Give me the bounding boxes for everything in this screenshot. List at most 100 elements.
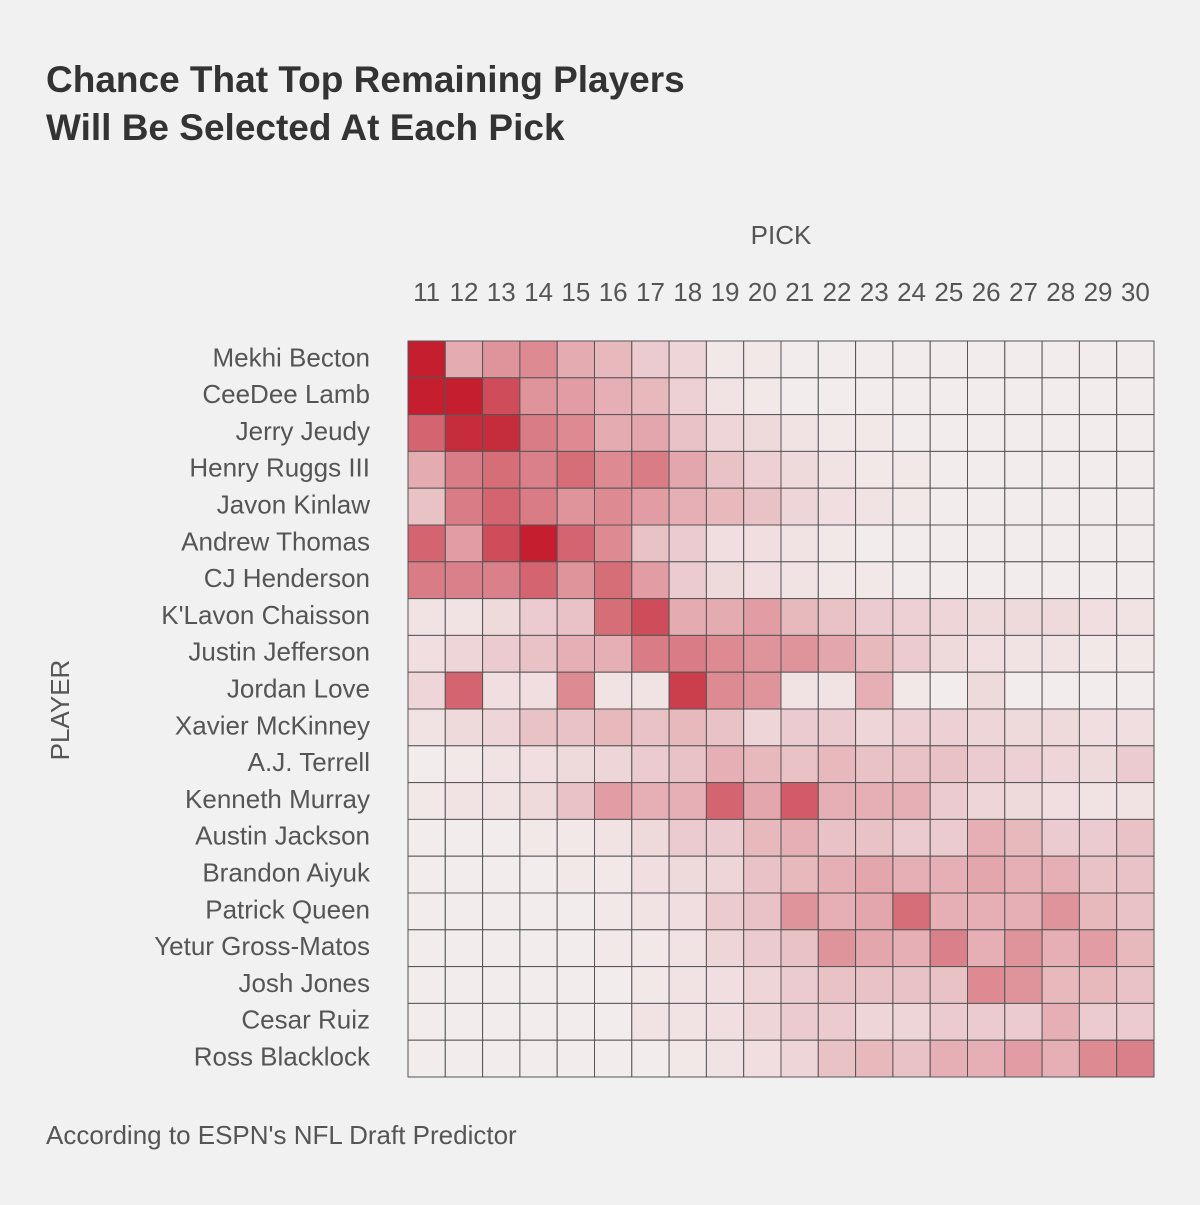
heatmap-cell <box>780 966 819 1004</box>
x-tick-label: 20 <box>748 277 777 307</box>
heatmap-cell <box>668 377 707 416</box>
heatmap-cell <box>967 1039 1006 1078</box>
heatmap-cell <box>967 1002 1006 1041</box>
heatmap-cell <box>556 892 596 931</box>
x-tick-label: 26 <box>972 277 1001 307</box>
heatmap-cell <box>556 598 596 636</box>
heatmap-cell <box>1116 561 1155 600</box>
heatmap-cell <box>556 929 596 968</box>
heatmap-cell <box>967 524 1006 563</box>
heatmap-cell <box>1116 1039 1155 1078</box>
heatmap-cell <box>1041 782 1080 820</box>
heatmap-cell <box>855 855 894 894</box>
heatmap-cell <box>705 487 745 526</box>
heatmap-cell <box>855 487 894 526</box>
heatmap-cell <box>1078 598 1118 636</box>
heatmap-cell <box>1116 892 1155 931</box>
heatmap-cell <box>892 524 931 563</box>
heatmap-cell <box>817 487 857 526</box>
heatmap-cell <box>668 708 707 747</box>
heatmap-cell <box>1004 340 1043 379</box>
heatmap-cell <box>817 892 857 931</box>
heatmap-cell <box>780 745 819 784</box>
heatmap-cell <box>556 708 596 747</box>
heatmap-cell <box>743 745 782 784</box>
y-tick-label: CeeDee Lamb <box>202 379 370 409</box>
y-tick-label: K'Lavon Chaisson <box>161 600 370 630</box>
y-tick-label: Ross Blacklock <box>194 1041 371 1071</box>
heatmap-cell <box>855 671 894 710</box>
heatmap-cell <box>743 1002 782 1041</box>
heatmap-cell <box>407 1002 446 1041</box>
heatmap-cell <box>817 929 857 968</box>
heatmap-cell <box>1078 377 1118 416</box>
heatmap-cell <box>519 524 558 563</box>
y-tick-label: Jordan Love <box>227 673 370 703</box>
heatmap-cell <box>817 377 857 416</box>
heatmap-cell <box>855 561 894 600</box>
heatmap-cell <box>817 1039 857 1078</box>
heatmap-cell <box>556 450 596 489</box>
heatmap-cell <box>519 892 558 931</box>
heatmap-cell <box>482 855 521 894</box>
heatmap-cell <box>444 414 484 452</box>
heatmap-cell <box>519 855 558 894</box>
heatmap-cell <box>407 634 446 673</box>
heatmap-cell <box>1041 561 1080 600</box>
heatmap-cell <box>444 1002 484 1041</box>
heatmap-cell <box>780 340 819 379</box>
heatmap-cell <box>631 929 670 968</box>
heatmap-cell <box>519 708 558 747</box>
heatmap-cell <box>668 1002 707 1041</box>
y-tick-label: Cesar Ruiz <box>241 1005 370 1035</box>
heatmap-cell <box>631 745 670 784</box>
heatmap-cell <box>1004 745 1043 784</box>
heatmap-cell <box>1116 855 1155 894</box>
heatmap-cell <box>444 634 484 673</box>
heatmap-cell <box>855 745 894 784</box>
heatmap-cell <box>817 782 857 820</box>
heatmap-cell <box>892 1002 931 1041</box>
heatmap-cell <box>1004 414 1043 452</box>
heatmap-cell <box>892 745 931 784</box>
heatmap-cell <box>519 966 558 1004</box>
heatmap-cell <box>631 450 670 489</box>
heatmap-cell <box>705 450 745 489</box>
heatmap-cell <box>855 929 894 968</box>
heatmap-cell <box>967 487 1006 526</box>
heatmap-cell <box>407 1039 446 1078</box>
heatmap-cell <box>929 414 969 452</box>
heatmap-cell <box>929 340 969 379</box>
heatmap-cell <box>705 855 745 894</box>
heatmap-cell <box>743 966 782 1004</box>
x-tick-label: 27 <box>1009 277 1038 307</box>
heatmap-cell <box>780 892 819 931</box>
heatmap-cell <box>631 487 670 526</box>
heatmap-cell <box>556 377 596 416</box>
heatmap-cell <box>892 818 931 857</box>
heatmap-cell <box>668 966 707 1004</box>
heatmap-cell <box>743 524 782 563</box>
heatmap-cell <box>817 966 857 1004</box>
heatmap-cell <box>929 524 969 563</box>
heatmap-cell <box>1116 598 1155 636</box>
heatmap-cell <box>929 634 969 673</box>
heatmap-cell <box>892 782 931 820</box>
heatmap-cell <box>519 340 558 379</box>
heatmap-cell <box>668 414 707 452</box>
heatmap-cell <box>1041 377 1080 416</box>
heatmap-cell <box>705 340 745 379</box>
x-tick-label: 21 <box>785 277 814 307</box>
heatmap-cell <box>892 598 931 636</box>
heatmap-cell <box>594 671 633 710</box>
heatmap-cell <box>519 745 558 784</box>
heatmap-cell <box>1041 414 1080 452</box>
heatmap-cell <box>631 818 670 857</box>
heatmap-cell <box>482 671 521 710</box>
heatmap-cell <box>631 340 670 379</box>
heatmap-cell <box>780 634 819 673</box>
heatmap-cell <box>407 855 446 894</box>
x-tick-label: 23 <box>860 277 889 307</box>
heatmap-cell <box>668 487 707 526</box>
heatmap-cell <box>855 450 894 489</box>
